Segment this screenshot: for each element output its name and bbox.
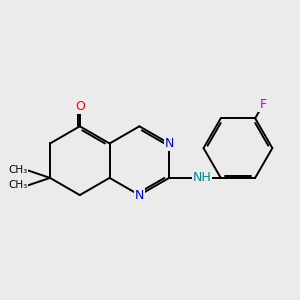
- Text: NH: NH: [193, 171, 211, 184]
- Text: N: N: [135, 189, 144, 202]
- Text: F: F: [259, 98, 266, 111]
- Text: O: O: [75, 100, 85, 113]
- Text: CH₃: CH₃: [8, 165, 28, 175]
- Text: N: N: [164, 137, 174, 150]
- Text: CH₃: CH₃: [8, 181, 28, 190]
